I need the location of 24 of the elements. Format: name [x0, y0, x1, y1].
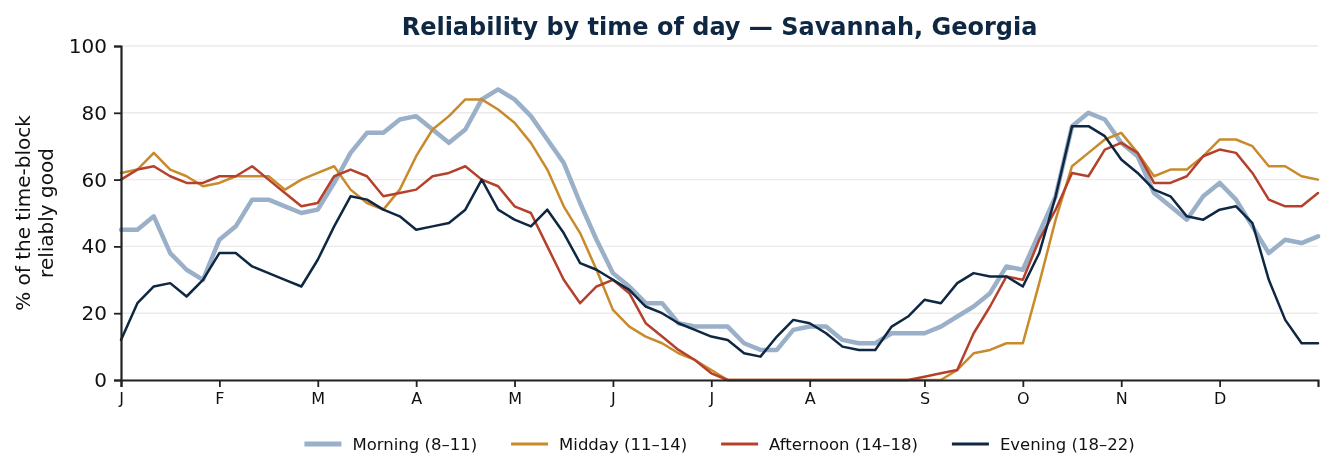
x-tick-label: A	[804, 389, 816, 409]
y-tick-label: 0	[94, 367, 107, 392]
x-tick-label: S	[919, 389, 931, 409]
y-tick-label: 80	[81, 100, 107, 125]
chart-title: Reliability by time of day — Savannah, Georgia	[401, 13, 1038, 41]
y-tick-label: 40	[81, 234, 107, 259]
x-tick-label: J	[610, 389, 616, 409]
x-tick-label: D	[1213, 389, 1227, 409]
x-tick-label: O	[1017, 389, 1030, 409]
legend-label: Evening (18–22)	[999, 435, 1135, 454]
y-tick-label: 60	[81, 167, 107, 192]
y-tick-label: 20	[81, 301, 107, 326]
legend-label: Midday (11–14)	[559, 435, 688, 454]
x-tick-label: F	[215, 389, 225, 409]
x-tick-label: J	[708, 389, 715, 409]
x-tick-label: N	[1115, 389, 1128, 409]
x-tick-label: M	[508, 389, 522, 409]
x-tick-label: A	[411, 389, 423, 409]
y-tick-label: 100	[68, 33, 107, 58]
x-tick-label: M	[311, 389, 326, 409]
legend-label: Afternoon (14–18)	[769, 435, 918, 454]
x-tick-label: J	[118, 389, 124, 409]
legend-label: Morning (8–11)	[352, 435, 478, 454]
y-axis-title: % of the time-block reliably good	[10, 114, 58, 311]
